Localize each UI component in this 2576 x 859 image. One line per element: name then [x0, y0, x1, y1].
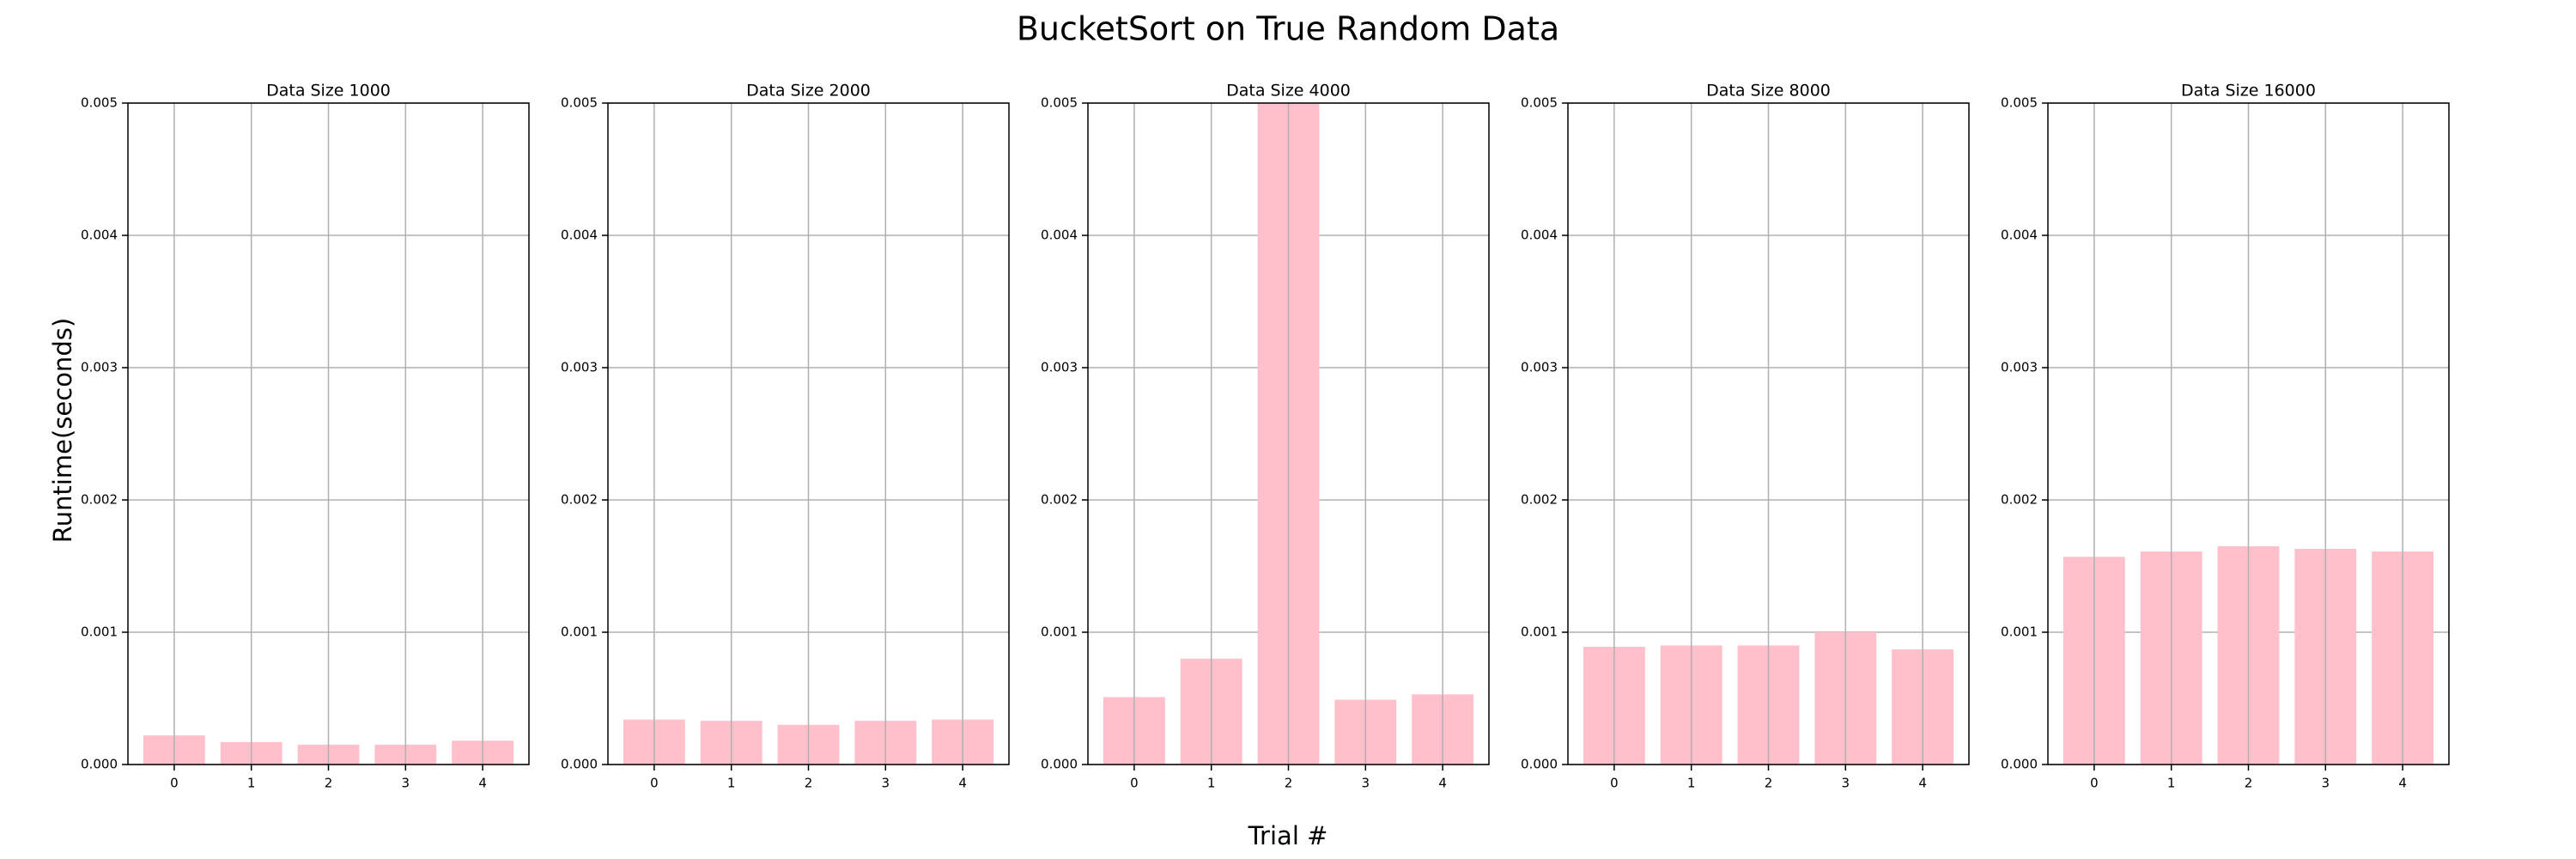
y-tick-label: 0.000: [1521, 757, 1558, 772]
x-tick-label: 3: [2322, 776, 2330, 791]
axes-frame: [1087, 102, 1490, 765]
subplot-title: Data Size 16000: [2181, 82, 2316, 101]
y-tick-label: 0.002: [81, 492, 118, 508]
y-tick-label: 0.005: [1521, 95, 1558, 111]
y-tick-label: 0.004: [1041, 228, 1078, 243]
x-tick-label: 0: [170, 776, 179, 791]
x-tick-label: 2: [805, 776, 813, 791]
y-tick-label: 0.003: [1521, 360, 1558, 375]
x-tick-label: 1: [1207, 776, 1216, 791]
x-tick-label: 2: [2245, 776, 2253, 791]
y-tick-label: 0.003: [561, 360, 598, 375]
x-tick-label: 3: [1362, 776, 1370, 791]
x-tick-label: 1: [2167, 776, 2176, 791]
subplot: Data Size 16000 0.000 0.001 0.002 0.003 0.004…: [2001, 82, 2450, 791]
x-tick-label: 1: [247, 776, 256, 791]
x-tick-label: 4: [958, 776, 967, 791]
y-tick-label: 0.003: [81, 360, 118, 375]
x-tick-label: 2: [325, 776, 333, 791]
y-tick-label: 0.002: [2001, 492, 2038, 508]
x-axis-label: Trial #: [1248, 821, 1328, 850]
x-tick-label: 2: [1285, 776, 1293, 791]
y-tick-label: 0.005: [81, 95, 118, 111]
y-tick-label: 0.004: [2001, 228, 2038, 243]
y-tick-label: 0.003: [1041, 360, 1078, 375]
x-tick-label: 1: [1687, 776, 1696, 791]
y-tick-label: 0.001: [561, 624, 598, 640]
y-tick-label: 0.001: [1521, 624, 1558, 640]
x-tick-label: 0: [1610, 776, 1619, 791]
y-axis-label: Runtime(seconds): [48, 318, 77, 543]
y-tick-label: 0.002: [1041, 492, 1078, 508]
x-tick-label: 0: [650, 776, 659, 791]
x-tick-label: 4: [478, 776, 487, 791]
axes-frame: [2047, 102, 2450, 765]
y-tick-label: 0.001: [81, 624, 118, 640]
y-tick-label: 0.004: [81, 228, 118, 243]
subplot: Data Size 1000 0.000 0.001 0.002 0.003 0.004 0…: [81, 82, 530, 791]
x-tick-label: 4: [2398, 776, 2407, 791]
y-tick-label: 0.002: [561, 492, 598, 508]
x-tick-label: 3: [882, 776, 890, 791]
figure-title: BucketSort on True Random Data: [1017, 10, 1559, 48]
y-tick-label: 0.002: [1521, 492, 1558, 508]
x-tick-label: 2: [1765, 776, 1773, 791]
y-tick-label: 0.004: [1521, 228, 1558, 243]
x-tick-label: 3: [1842, 776, 1850, 791]
x-tick-label: 0: [2090, 776, 2099, 791]
axes-frame: [1567, 102, 1970, 765]
subplot-title: Data Size 1000: [266, 82, 391, 101]
x-tick-label: 1: [727, 776, 736, 791]
subplot: Data Size 4000 0.000 0.001 0.002 0.003 0.004 0…: [1041, 82, 1490, 791]
y-tick-label: 0.000: [2001, 757, 2038, 772]
axes-frame: [607, 102, 1010, 765]
subplot: Data Size 8000 0.000 0.001 0.002 0.003 0.004 0…: [1521, 82, 1970, 791]
x-tick-label: 4: [1438, 776, 1447, 791]
y-tick-label: 0.001: [2001, 624, 2038, 640]
y-tick-label: 0.005: [1041, 95, 1078, 111]
subplot: Data Size 2000 0.000 0.001 0.002 0.003 0.004 0…: [561, 82, 1010, 791]
y-tick-label: 0.004: [561, 228, 598, 243]
y-tick-label: 0.005: [561, 95, 598, 111]
subplot-title: Data Size 2000: [746, 82, 871, 101]
y-tick-label: 0.005: [2001, 95, 2038, 111]
y-tick-label: 0.000: [81, 757, 118, 772]
subplot-title: Data Size 4000: [1226, 82, 1351, 101]
x-tick-label: 0: [1130, 776, 1139, 791]
y-tick-label: 0.000: [561, 757, 598, 772]
subplot-title: Data Size 8000: [1706, 82, 1831, 101]
y-tick-label: 0.003: [2001, 360, 2038, 375]
axes-frame: [127, 102, 530, 765]
x-tick-label: 4: [1918, 776, 1927, 791]
x-tick-label: 3: [402, 776, 410, 791]
y-tick-label: 0.001: [1041, 624, 1078, 640]
y-tick-label: 0.000: [1041, 757, 1078, 772]
